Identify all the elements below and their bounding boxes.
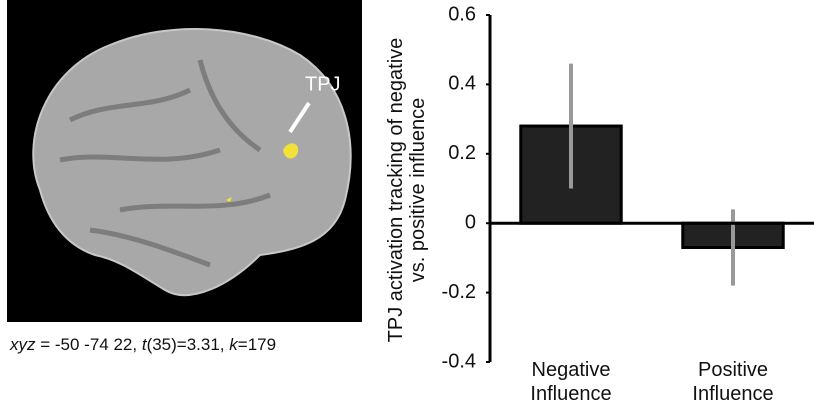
caption-part: (35)=3.31, [146,335,230,354]
caption-part: =179 [237,335,277,354]
caption-part: t [141,335,147,354]
y-tick-label: 0.2 [448,142,476,164]
y-axis-label: TPJ activation tracking of negative vs. … [385,37,429,343]
y-tick-label: 0.4 [448,73,476,95]
brain-sulci [59,59,271,268]
activation-blob [226,197,232,202]
caption-part: = -50 -74 22, [35,335,142,354]
caption-part: xyz [10,335,36,354]
y-tick-label: -0.2 [442,281,476,303]
brain-surface [32,28,352,296]
caption: xyz = -50 -74 22, t(35)=3.31, k=179 [10,335,276,355]
caption-part: k [229,335,238,354]
y-tick-label: -0.4 [442,350,476,372]
x-tick-label: Negative Influence [530,359,612,405]
y-tick-label: 0.6 [448,3,476,25]
label-pointer [288,101,311,134]
brain-label: TPJ [305,73,341,95]
x-tick-label: Positive Influence [692,359,774,405]
activation-blob [283,143,299,159]
y-tick-label: 0 [465,211,476,233]
